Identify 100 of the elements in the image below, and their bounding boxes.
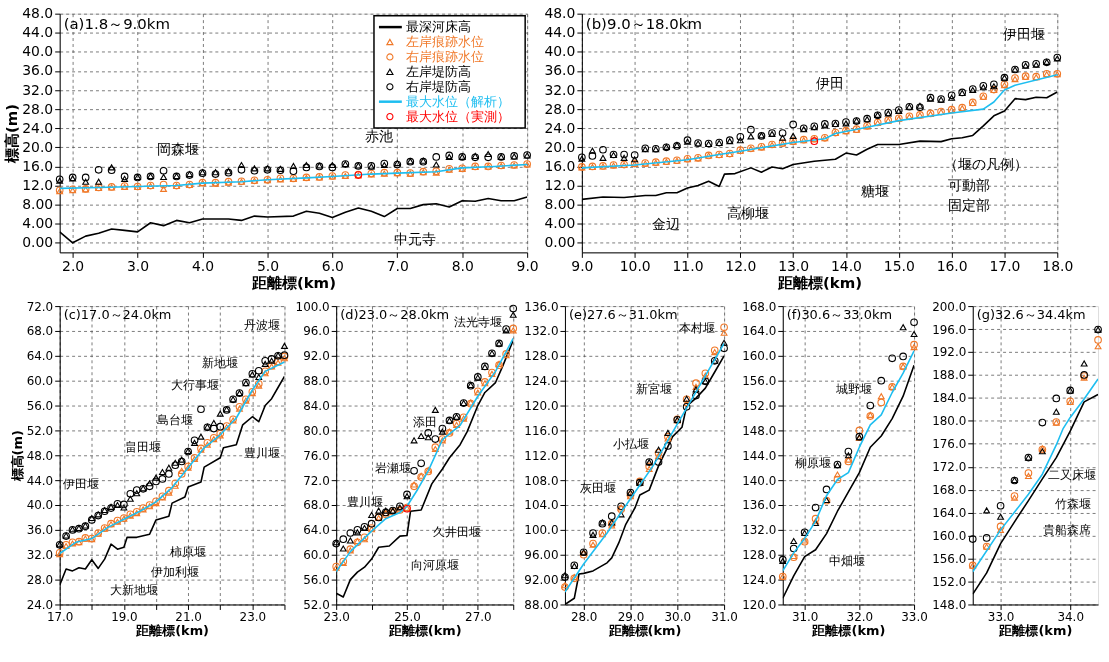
x-axis-title: 距離標(km) <box>607 622 682 638</box>
y-tick-label: 132.0 <box>742 523 777 538</box>
x-tick-label: 28.0 <box>570 609 598 624</box>
y-tick-label: 148.0 <box>742 423 777 438</box>
y-tick-label: 120.0 <box>742 597 777 612</box>
y-tick-label: 20.0 <box>22 138 54 155</box>
annotation: 柳原堰 <box>795 455 832 470</box>
x-axis-title: 距離標(km) <box>777 273 863 292</box>
x-tick-label: 9.0 <box>571 257 594 274</box>
y-tick-label: 32.0 <box>26 548 54 563</box>
y-tick-label: 44.0 <box>26 473 54 488</box>
x-tick-label: 13.0 <box>778 257 810 274</box>
y-tick-label: 56.0 <box>26 399 54 414</box>
annotation: 灰田堰 <box>579 481 616 496</box>
x-tick-label: 33.0 <box>901 609 928 624</box>
y-tick-label: 0.00 <box>544 234 576 251</box>
annotation: 岡森堰 <box>156 140 199 157</box>
legend-label: 右岸堤防高 <box>405 78 471 94</box>
annotation: 赤池 <box>364 128 393 145</box>
chart-title: (e)27.6～31.0km <box>568 307 678 323</box>
y-tick-label: 180.0 <box>932 414 967 429</box>
x-tick-label: 17.0 <box>989 257 1021 274</box>
y-tick-label: 36.0 <box>22 62 54 79</box>
y-tick-label: 88.0 <box>303 374 330 389</box>
x-tick-label: 14.0 <box>830 257 862 274</box>
annotation: 丹波堰 <box>243 318 280 333</box>
y-tick-label: 88.00 <box>524 597 559 612</box>
y-tick-label: 100.0 <box>524 523 559 538</box>
x-tick-label: 4.0 <box>191 257 215 274</box>
y-tick-label: 48.0 <box>22 5 54 22</box>
y-tick-label: 64.0 <box>303 523 330 538</box>
y-tick-label: 12.0 <box>544 177 576 194</box>
x-tick-label: 6.0 <box>321 257 344 274</box>
y-tick-label: 148.0 <box>932 597 967 612</box>
y-tick-label: 140.0 <box>742 473 777 488</box>
y-tick-label: 24.0 <box>22 119 54 136</box>
annotation: 柿原堰 <box>170 544 207 559</box>
y-tick-label: 24.0 <box>26 597 54 612</box>
annotation: 小払堰 <box>612 437 649 452</box>
annotation: 伊田 <box>815 75 844 92</box>
y-tick-label: 152.0 <box>932 574 967 589</box>
y-tick-label: 16.0 <box>544 157 576 174</box>
x-tick-label: 29.0 <box>617 609 645 624</box>
y-tick-label: 84.0 <box>303 399 330 414</box>
annotation: 城野堰 <box>835 381 873 396</box>
annotation: 貴船森席 <box>1042 523 1091 538</box>
x-tick-label: 23.0 <box>239 609 267 624</box>
y-tick-label: 0.00 <box>22 234 54 251</box>
annotation: 豊川堰 <box>346 494 383 509</box>
y-tick-label: 60.0 <box>303 548 330 563</box>
annotation: 岩瀬堰 <box>374 460 411 475</box>
y-tick-label: 96.00 <box>524 548 559 563</box>
y-tick-label: 16.0 <box>22 157 54 174</box>
y-tick-label: 192.0 <box>932 345 967 360</box>
annotation: 伊田堰 <box>1003 25 1046 42</box>
annotation: 伊田堰 <box>63 476 100 491</box>
y-tick-label: 160.0 <box>742 349 777 364</box>
y-tick-label: 128.0 <box>742 548 777 563</box>
x-tick-label: 27.0 <box>465 609 492 624</box>
y-tick-label: 48.0 <box>544 5 576 22</box>
y-tick-label: 112.0 <box>524 448 559 463</box>
y-tick-label: 124.0 <box>524 374 559 389</box>
y-axis-title: 標高(m) <box>3 103 22 165</box>
y-tick-label: 200.0 <box>932 299 967 314</box>
y-tick-label: 28.0 <box>22 100 54 117</box>
y-tick-label: 48.0 <box>26 448 54 463</box>
x-tick-label: 2.0 <box>62 257 85 274</box>
x-tick-label: 11.0 <box>672 257 704 274</box>
annotation: 糖堰 <box>860 182 889 199</box>
y-tick-label: 72.0 <box>26 299 54 314</box>
y-tick-label: 44.0 <box>544 24 576 41</box>
y-tick-label: 36.0 <box>26 523 54 538</box>
y-tick-label: 172.0 <box>932 460 967 475</box>
x-tick-label: 9.0 <box>516 257 539 274</box>
annotation: 新宮堰 <box>635 381 672 396</box>
x-axis-title: 距離標(km) <box>811 622 886 638</box>
y-tick-label: 116.0 <box>524 423 559 438</box>
y-tick-label: 152.0 <box>742 399 777 414</box>
y-tick-label: 44.0 <box>22 24 54 41</box>
y-tick-label: 80.0 <box>303 423 330 438</box>
x-tick-label: 12.0 <box>725 257 757 274</box>
y-tick-label: 164.0 <box>742 324 777 339</box>
annotation: 新地堰 <box>202 355 239 370</box>
x-tick-label: 3.0 <box>127 257 150 274</box>
x-tick-label: 17.0 <box>46 609 74 624</box>
y-tick-label: 120.0 <box>524 399 559 414</box>
chart-title: (g)32.6～34.4km <box>976 307 1086 323</box>
y-tick-label: 76.0 <box>303 448 330 463</box>
y-tick-label: 92.0 <box>303 349 330 364</box>
annotation: 伊加利堰 <box>151 565 200 580</box>
x-tick-label: 31.0 <box>711 609 738 624</box>
annotation: 久井田堰 <box>432 525 481 540</box>
legend-label: 左岸堤防高 <box>405 63 471 79</box>
chart-title: (b)9.0～18.0km <box>585 14 702 33</box>
y-tick-label: 24.0 <box>544 119 576 136</box>
y-tick-label: 4.00 <box>22 215 54 232</box>
x-tick-label: 25.0 <box>394 609 421 624</box>
y-tick-label: 68.0 <box>303 498 330 513</box>
y-tick-label: 156.0 <box>932 552 967 567</box>
annotation: 向河原堰 <box>411 558 460 573</box>
